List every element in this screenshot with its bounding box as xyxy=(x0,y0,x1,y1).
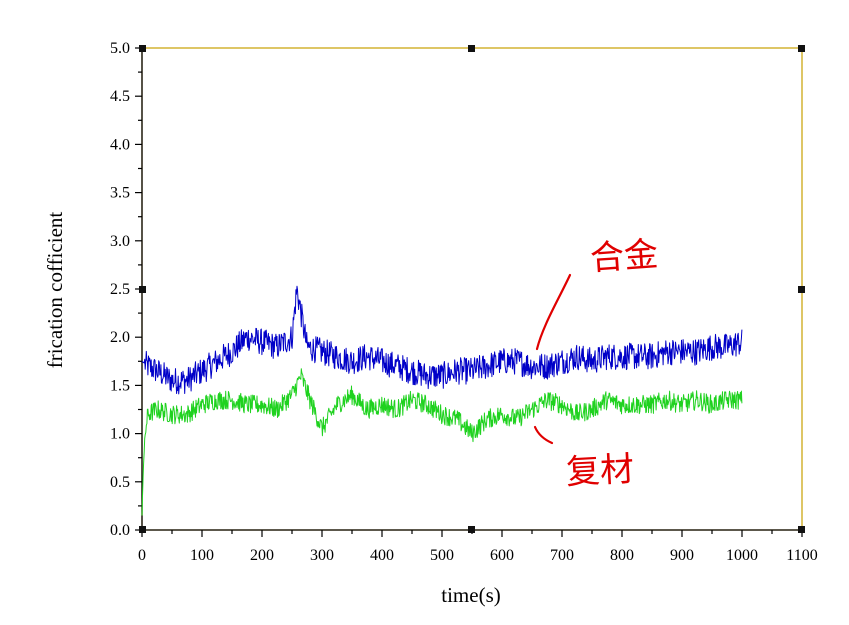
y-axis-title: frication cofficient xyxy=(43,212,67,369)
handle-top-right[interactable] xyxy=(798,45,805,52)
y-tick-label: 2.5 xyxy=(110,281,130,298)
annotation-label-composite: 复材 xyxy=(565,449,635,493)
y-tick-label: 0.5 xyxy=(110,474,130,491)
y-tick-label: 4.0 xyxy=(110,136,130,153)
series-line-1 xyxy=(141,285,743,395)
x-tick-label: 400 xyxy=(370,547,394,564)
x-tick-label: 200 xyxy=(250,547,274,564)
annotation-stroke-lower xyxy=(533,425,554,445)
selection-handles xyxy=(139,45,805,533)
axis-ticks xyxy=(135,47,803,537)
y-tick-label: 4.5 xyxy=(110,88,130,105)
y-tick-label: 2.0 xyxy=(110,329,130,346)
handle-top-left[interactable] xyxy=(139,45,146,52)
y-tick-label: 5.0 xyxy=(110,40,130,57)
handle-mid-left[interactable] xyxy=(139,286,146,293)
x-tick-label: 700 xyxy=(550,547,574,564)
plot-frame xyxy=(141,47,803,531)
x-tick-label: 1000 xyxy=(726,547,758,564)
handle-top-mid[interactable] xyxy=(468,45,475,52)
handle-mid-right[interactable] xyxy=(798,286,805,293)
y-tick-labels: 0.0 0.5 1.0 1.5 2.0 2.5 3.0 3.5 4.0 4.5 5.0 xyxy=(110,40,130,539)
x-tick-label: 900 xyxy=(670,547,694,564)
handle-bottom-mid[interactable] xyxy=(468,526,475,533)
x-tick-label: 500 xyxy=(430,547,454,564)
y-tick-label: 1.0 xyxy=(110,426,130,443)
y-tick-label: 3.5 xyxy=(110,185,130,202)
handle-bottom-left[interactable] xyxy=(139,526,146,533)
x-tick-label: 300 xyxy=(310,547,334,564)
x-axis-title: time(s) xyxy=(441,583,500,607)
handle-bottom-right[interactable] xyxy=(798,526,805,533)
y-tick-label: 3.0 xyxy=(110,233,130,250)
x-tick-label: 100 xyxy=(190,547,214,564)
y-tick-label: 1.5 xyxy=(110,377,130,394)
x-tick-label: 800 xyxy=(610,547,634,564)
series-line-2 xyxy=(141,368,743,516)
y-tick-label: 0.0 xyxy=(110,522,130,539)
x-tick-label: 0 xyxy=(138,547,146,564)
x-tick-labels: 0 100 200 300 400 500 600 700 800 900 1000 1100 xyxy=(138,547,818,564)
annotation-stroke-upper xyxy=(535,273,572,351)
annotation-label-alloy: 合金 xyxy=(589,234,660,279)
x-tick-label: 1100 xyxy=(786,547,817,564)
handwritten-annotations: 合金 复材 xyxy=(533,234,660,493)
x-tick-label: 600 xyxy=(490,547,514,564)
series-layer xyxy=(141,285,743,516)
